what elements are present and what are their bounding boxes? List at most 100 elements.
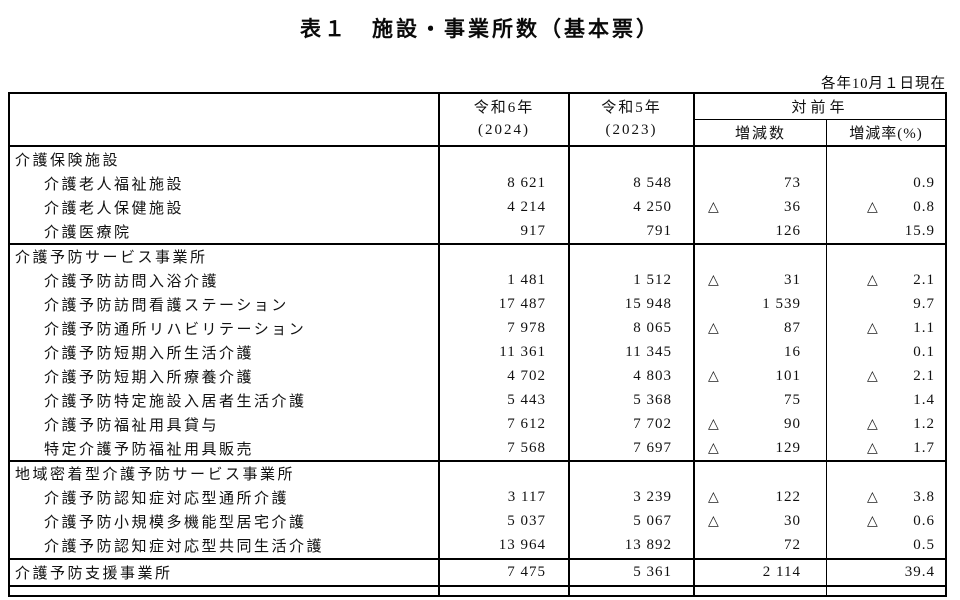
- value-rate: 0.8: [913, 198, 935, 215]
- decrease-triangle-icon: △: [867, 416, 879, 432]
- cell-2024: 7 978: [440, 316, 570, 340]
- page-title: 表１ 施設・事業所数（基本票）: [300, 18, 660, 41]
- cell-2023: 5 368: [570, 388, 695, 412]
- value-rate: 15.9: [904, 222, 935, 239]
- cell-2024: 17 487: [440, 292, 570, 316]
- header-yoy: 対前年: [695, 94, 945, 120]
- value-2023: 4 250: [633, 198, 672, 215]
- row-label: 介護医療院: [10, 219, 440, 243]
- table-row: 介護予防訪問入浴介護 1 481 1 512 △ 31 △ 2.1: [10, 268, 945, 292]
- cell-diff: 73: [695, 171, 827, 195]
- value-diff: 36: [784, 198, 801, 215]
- cell-diff: △ 30: [695, 509, 827, 533]
- section-label: 介護保険施設: [10, 147, 440, 171]
- cell-rate: △ 1.7: [827, 436, 945, 460]
- cell-2024: 7 475: [440, 560, 570, 585]
- value-diff: 122: [775, 488, 801, 505]
- decrease-triangle-icon: △: [867, 320, 879, 336]
- cell-2023: 3 239: [570, 485, 695, 509]
- cell-diff: △ 31: [695, 268, 827, 292]
- value-diff: 1 539: [762, 295, 801, 312]
- row-label: 介護予防福祉用具貸与: [10, 412, 440, 436]
- cell-rate: △ 3.8: [827, 485, 945, 509]
- cell-rate: △ 2.1: [827, 364, 945, 388]
- cell-2024: 3 117: [440, 485, 570, 509]
- row-label: 介護予防訪問入浴介護: [10, 268, 440, 292]
- value-rate: 1.1: [913, 319, 935, 336]
- header-yoy-group: 対前年 増減数 増減率(%): [695, 94, 945, 145]
- value-diff: 90: [784, 415, 801, 432]
- cell-diff: [695, 462, 827, 485]
- decrease-triangle-icon: △: [708, 320, 720, 336]
- value-2023: 4 803: [633, 367, 672, 384]
- section-row: 地域密着型介護予防サービス事業所: [10, 460, 945, 485]
- cell-2024: [440, 587, 570, 595]
- cell-rate: [827, 147, 945, 171]
- section-label: 介護予防サービス事業所: [10, 245, 440, 268]
- value-2024: 4 214: [507, 198, 546, 215]
- cell-2024: 11 361: [440, 340, 570, 364]
- table-row: 介護予防認知症対応型通所介護 3 117 3 239 △ 122 △ 3.8: [10, 485, 945, 509]
- header-year-2023-era: 令和5年: [601, 99, 662, 116]
- value-2023: 13 892: [624, 537, 672, 553]
- value-2024: 4 702: [507, 367, 546, 384]
- cell-diff: 72: [695, 533, 827, 558]
- cell-rate: △ 0.6: [827, 509, 945, 533]
- cell-2024: 4 214: [440, 195, 570, 219]
- cell-2024: 1 481: [440, 268, 570, 292]
- value-2024: 917: [520, 222, 546, 239]
- header-year-2024-western: (2024): [478, 121, 530, 138]
- table-row: 介護医療院 917 791 126 15.9: [10, 219, 945, 243]
- cell-2024: 7 568: [440, 436, 570, 460]
- cell-diff: △ 36: [695, 195, 827, 219]
- value-diff: 126: [775, 222, 801, 239]
- value-2024: 3 117: [507, 488, 546, 505]
- value-rate: 1.4: [913, 391, 935, 408]
- table-row: 介護予防短期入所療養介護 4 702 4 803 △ 101 △ 2.1: [10, 364, 945, 388]
- cell-2024: 4 702: [440, 364, 570, 388]
- value-2023: 7 702: [633, 415, 672, 432]
- value-diff: 30: [784, 512, 801, 529]
- decrease-triangle-icon: △: [708, 368, 720, 384]
- value-2024: 13 964: [498, 537, 546, 553]
- cell-rate: 0.5: [827, 533, 945, 558]
- value-2023: 8 548: [633, 174, 672, 191]
- cell-rate: △ 1.1: [827, 316, 945, 340]
- value-2024: 17 487: [498, 295, 546, 312]
- value-rate: 9.7: [913, 295, 935, 312]
- cell-label: [10, 587, 440, 595]
- table-row: 介護予防福祉用具貸与 7 612 7 702 △ 90 △ 1.2: [10, 412, 945, 436]
- cell-diff: △ 101: [695, 364, 827, 388]
- cell-rate: 15.9: [827, 219, 945, 243]
- row-label: 介護予防認知症対応型通所介護: [10, 485, 440, 509]
- cell-rate: 1.4: [827, 388, 945, 412]
- section-row: 介護保険施設: [10, 147, 945, 171]
- cell-2023: [570, 587, 695, 595]
- decrease-triangle-icon: △: [708, 489, 720, 505]
- decrease-triangle-icon: △: [867, 489, 879, 505]
- cell-diff: 16: [695, 340, 827, 364]
- table-row: 介護老人保健施設 4 214 4 250 △ 36 △ 0.8: [10, 195, 945, 219]
- header-row-label-column: [10, 94, 440, 145]
- value-2023: 8 065: [633, 319, 672, 336]
- cell-2024: [440, 245, 570, 268]
- cell-2023: 4 803: [570, 364, 695, 388]
- cell-diff: △ 87: [695, 316, 827, 340]
- value-diff: 73: [784, 174, 801, 191]
- row-label: 介護予防特定施設入居者生活介護: [10, 388, 440, 412]
- value-diff: 75: [784, 391, 801, 408]
- cell-2023: 1 512: [570, 268, 695, 292]
- cell-2024: 5 443: [440, 388, 570, 412]
- row-label: 介護予防訪問看護ステーション: [10, 292, 440, 316]
- cell-rate: [827, 462, 945, 485]
- value-2024: 8 621: [507, 174, 546, 191]
- cell-rate: 0.1: [827, 340, 945, 364]
- cell-diff: 2 114: [695, 560, 827, 585]
- row-label: 介護予防認知症対応型共同生活介護: [10, 533, 440, 558]
- cell-diff: 126: [695, 219, 827, 243]
- section-row: 介護予防サービス事業所: [10, 243, 945, 268]
- cell-2023: 791: [570, 219, 695, 243]
- table-row: 介護予防短期入所生活介護 11 361 11 345 16 0.1: [10, 340, 945, 364]
- cell-diff: [695, 587, 827, 595]
